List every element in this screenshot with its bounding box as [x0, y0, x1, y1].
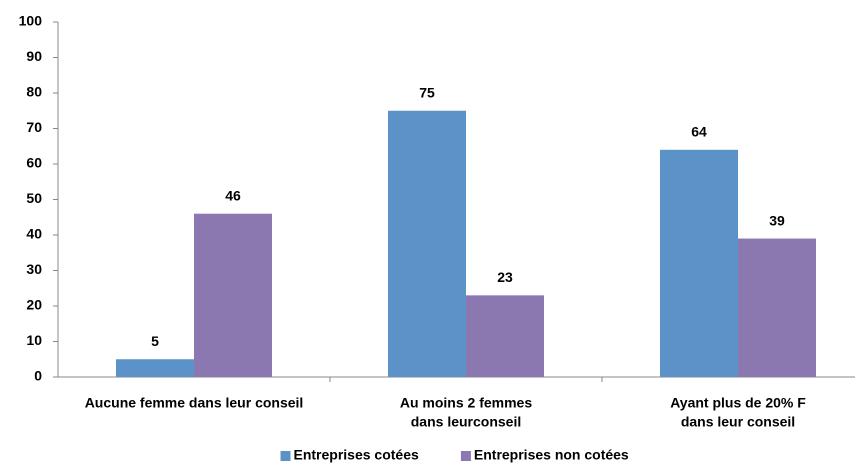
legend-label: Entreprises non cotées: [474, 447, 629, 463]
data-label: 75: [419, 84, 435, 100]
y-tick-label: 90: [26, 48, 42, 64]
data-label: 46: [225, 187, 241, 203]
y-tick-label: 30: [26, 261, 42, 277]
bar: [388, 110, 466, 377]
y-tick-label: 0: [34, 368, 42, 384]
y-tick-label: 60: [26, 155, 42, 171]
y-tick-label: 10: [26, 332, 42, 348]
bar: [466, 295, 544, 377]
legend-label: Entreprises cotées: [294, 447, 419, 463]
legend-swatch: [460, 451, 471, 461]
y-tick-label: 20: [26, 297, 42, 313]
data-label: 64: [691, 124, 707, 140]
x-tick-label: Au moins 2 femmes: [400, 395, 532, 411]
x-tick-label: Ayant plus de 20% F: [670, 395, 806, 411]
data-label: 39: [769, 212, 785, 228]
bar: [194, 213, 272, 377]
y-tick-label: 100: [19, 13, 43, 29]
data-label: 23: [497, 269, 513, 285]
y-tick-label: 70: [26, 119, 42, 135]
y-tick-label: 50: [26, 190, 42, 206]
x-tick-label: dans leurconseil: [411, 414, 521, 430]
y-tick-label: 40: [26, 226, 42, 242]
bar: [116, 359, 194, 377]
bar: [738, 238, 816, 377]
bar: [660, 149, 738, 377]
y-tick-label: 80: [26, 84, 42, 100]
x-tick-label: dans leur conseil: [681, 414, 795, 430]
legend-swatch: [280, 451, 291, 461]
data-label: 5: [151, 333, 159, 349]
x-tick-label: Aucune femme dans leur conseil: [85, 395, 304, 411]
